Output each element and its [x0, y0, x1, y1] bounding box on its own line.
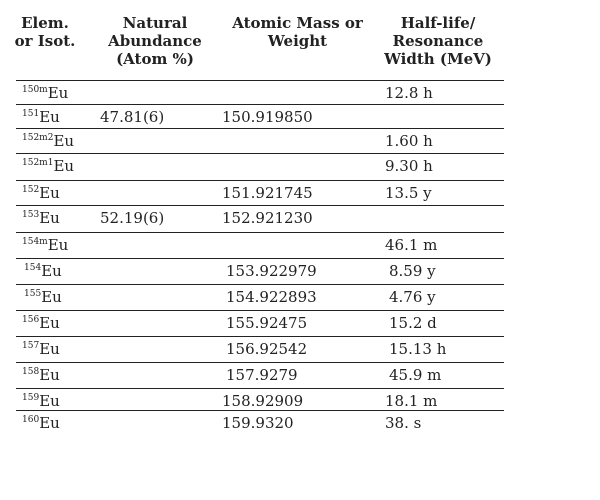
element-symbol: Eu [53, 157, 75, 175]
header-mass: Atomic Mass or Weight [225, 14, 370, 50]
mass-cell: 151.921745 [222, 184, 313, 202]
mass-number: 150m [22, 85, 48, 95]
isotope-cell: 152m1Eu [22, 156, 74, 176]
mass-number: 152m1 [22, 158, 54, 168]
element-symbol: Eu [39, 392, 60, 410]
mass-cell: 158.92909 [222, 392, 304, 410]
half-life-cell: 13.5 y [385, 184, 432, 202]
header-line: (Atom %) [116, 50, 194, 68]
half-life-cell: 12.8 h [385, 84, 433, 102]
element-symbol: Eu [47, 236, 69, 254]
element-symbol: Eu [41, 262, 62, 280]
element-symbol: Eu [39, 414, 60, 432]
mass-number: 160 [22, 415, 40, 425]
table-row: 150mEu 12.8 h [16, 80, 504, 106]
element-symbol: Eu [39, 209, 60, 227]
header-element: Elem. or Isot. [10, 14, 80, 50]
table-row: 154Eu 153.922979 8.59 y [16, 258, 504, 284]
mass-number: 158 [22, 367, 40, 377]
isotope-cell: 154Eu [24, 261, 62, 281]
element-symbol: Eu [39, 314, 60, 332]
mass-cell: 154.922893 [226, 288, 317, 306]
half-life-cell: 9.30 h [385, 157, 433, 175]
header-abundance: Natural Abundance (Atom %) [95, 14, 215, 68]
table-row: 152m1Eu 9.30 h [16, 153, 504, 179]
header-line: Weight [267, 32, 328, 50]
isotope-cell: 153Eu [22, 208, 60, 228]
mass-number: 159 [22, 393, 40, 403]
abundance-cell: 52.19(6) [100, 209, 165, 227]
table-row: 151Eu 47.81(6) 150.919850 [16, 104, 504, 130]
mass-cell: 156.92542 [226, 340, 308, 358]
header-line: Resonance [392, 32, 484, 50]
isotope-cell: 150mEu [22, 83, 68, 103]
table-row: 158Eu 157.9279 45.9 m [16, 362, 504, 388]
table-row: 153Eu 52.19(6) 152.921230 [16, 205, 504, 231]
half-life-cell: 38. s [385, 414, 422, 432]
mass-number: 156 [22, 315, 40, 325]
mass-cell: 152.921230 [222, 209, 313, 227]
mass-cell: 159.9320 [222, 414, 294, 432]
header-half-life: Half-life/ Resonance Width (MeV) [382, 14, 494, 68]
table-row: 156Eu 155.92475 15.2 d [16, 310, 504, 336]
half-life-cell: 8.59 y [389, 262, 436, 280]
element-symbol: Eu [39, 340, 60, 358]
mass-cell: 157.9279 [226, 366, 298, 384]
mass-number: 153 [22, 210, 40, 220]
table-row: 160Eu 159.9320 38. s [16, 410, 504, 436]
header-line: or Isot. [14, 32, 76, 50]
isotope-cell: 156Eu [22, 313, 60, 333]
header-line: Atomic Mass or [232, 14, 363, 32]
half-life-cell: 46.1 m [385, 236, 438, 254]
mass-number: 154m [22, 237, 48, 247]
isotope-cell: 157Eu [22, 339, 60, 359]
table-row: 157Eu 156.92542 15.13 h [16, 336, 504, 362]
isotope-cell: 152m2Eu [22, 131, 74, 151]
mass-cell: 153.922979 [226, 262, 317, 280]
mass-number: 155 [24, 289, 42, 299]
table-row: 155Eu 154.922893 4.76 y [16, 284, 504, 310]
header-line: Natural [122, 14, 188, 32]
isotope-cell: 151Eu [22, 107, 60, 127]
mass-number: 151 [22, 109, 40, 119]
element-symbol: Eu [39, 184, 60, 202]
isotope-cell: 155Eu [24, 287, 62, 307]
isotope-cell: 158Eu [22, 365, 60, 385]
element-symbol: Eu [39, 108, 60, 126]
isotope-cell: 160Eu [22, 413, 60, 433]
mass-cell: 155.92475 [226, 314, 308, 332]
mass-number: 152 [22, 185, 40, 195]
table-row: 154mEu 46.1 m [16, 232, 504, 258]
half-life-cell: 18.1 m [385, 392, 438, 410]
header-line: Half-life/ [400, 14, 476, 32]
abundance-cell: 47.81(6) [100, 108, 165, 126]
mass-number: 154 [24, 263, 42, 273]
header-line: Elem. [21, 14, 69, 32]
half-life-cell: 15.2 d [389, 314, 437, 332]
element-symbol: Eu [41, 288, 62, 306]
header-line: Width (MeV) [384, 50, 492, 68]
half-life-cell: 4.76 y [389, 288, 436, 306]
half-life-cell: 45.9 m [389, 366, 442, 384]
table-row: 152Eu 151.921745 13.5 y [16, 180, 504, 206]
mass-number: 157 [22, 341, 40, 351]
element-symbol: Eu [53, 132, 75, 150]
element-symbol: Eu [39, 366, 60, 384]
table-row: 159Eu 158.92909 18.1 m [16, 388, 504, 414]
element-symbol: Eu [47, 84, 69, 102]
mass-cell: 150.919850 [222, 108, 313, 126]
half-life-cell: 1.60 h [385, 132, 433, 150]
isotope-cell: 152Eu [22, 183, 60, 203]
table-row: 152m2Eu 1.60 h [16, 128, 504, 154]
half-life-cell: 15.13 h [389, 340, 447, 358]
header-line: Abundance [108, 32, 202, 50]
mass-number: 152m2 [22, 133, 54, 143]
isotope-cell: 159Eu [22, 391, 60, 411]
isotope-cell: 154mEu [22, 235, 68, 255]
